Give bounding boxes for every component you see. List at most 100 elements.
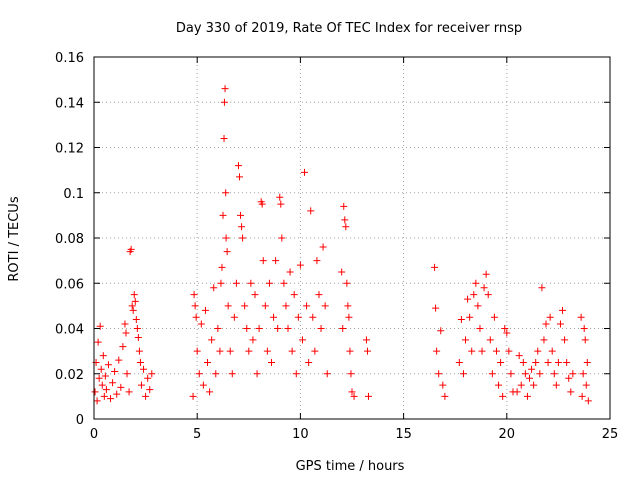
data-point [259,257,267,265]
data-point [241,302,249,310]
data-point [580,325,588,332]
data-point [309,313,317,321]
data-point [365,392,373,400]
data-point [341,216,349,224]
data-point [319,243,327,251]
y-tick-label: 0.04 [55,323,84,338]
data-point [204,358,212,366]
data-point [578,392,586,400]
y-tick-label: 0.08 [55,232,84,247]
chart-title: Day 330 of 2019, Rate Of TEC Index for r… [176,21,522,36]
data-point [220,134,228,142]
data-point [565,374,573,382]
data-point [495,381,503,389]
data-point [99,352,107,360]
data-point [311,347,319,355]
data-point [523,392,531,400]
data-point [131,297,139,305]
data-point [97,365,105,373]
data-point [274,325,282,332]
data-point [567,388,575,396]
data-point [433,347,441,355]
data-point [282,302,290,310]
data-point [216,347,224,355]
data-point [115,356,123,364]
data-point [234,162,242,170]
data-point [552,381,560,389]
data-point [476,325,484,332]
y-tick-label: 0.16 [55,51,84,66]
data-point [199,381,207,389]
data-point [218,263,226,271]
data-point [258,200,266,208]
data-point [577,313,585,321]
data-point [439,381,447,389]
data-point [136,358,144,366]
y-tick-label: 0.12 [55,142,84,157]
y-tick-label: 0.1 [63,187,84,202]
data-point [348,388,356,396]
data-point [272,257,280,265]
data-point [470,291,478,299]
data-point [515,352,523,360]
data-point [546,313,554,321]
data-point [134,334,142,342]
data-point [583,358,591,366]
data-point [501,325,509,332]
y-tick-label: 0.06 [55,277,84,292]
data-point [245,347,253,355]
data-point [197,320,205,328]
data-point [303,302,311,310]
data-point [519,358,527,366]
data-point [468,347,476,355]
data-point [217,279,225,287]
data-point [255,325,263,332]
data-point [437,327,445,335]
data-point [265,279,273,287]
x-tick-label: 10 [292,427,309,442]
data-point [237,211,245,219]
data-point [142,392,150,400]
y-tick-label: 0.02 [55,368,84,383]
data-point [569,370,577,378]
data-point [338,268,346,276]
data-point [350,392,358,400]
data-point [342,223,350,231]
data-point [232,279,240,287]
data-point [556,320,564,328]
data-point [347,370,355,378]
data-point [276,193,284,201]
data-point [559,306,567,314]
data-point [432,304,440,312]
data-point [193,347,201,355]
x-axis-label: GPS time / hours [296,459,405,474]
data-point [190,291,198,299]
data-point [462,336,470,344]
data-point [146,386,154,394]
axis-ticks: 0 5 10 15 20 25 0 0.02 0.04 0.06 0.08 0.1 0.12 0.14 0.… [55,51,618,442]
data-point [548,347,556,355]
data-point [455,358,463,366]
data-point [206,388,214,396]
data-point [286,268,294,276]
data-point [195,370,203,378]
data-point [191,302,199,310]
data-point [96,322,104,330]
data-point [582,381,590,389]
data-point [296,261,304,269]
data-point [550,370,558,378]
data-point [528,365,536,373]
data-point [130,291,138,299]
data-point [530,381,538,389]
data-point [323,370,331,378]
data-point [113,390,121,398]
data-point [534,347,542,355]
data-point [230,313,238,321]
data-point [540,336,548,344]
data-point [223,248,231,256]
data-point [513,388,521,396]
data-point [93,397,101,405]
data-point [263,347,271,355]
data-point [346,347,354,355]
data-point [95,374,103,382]
